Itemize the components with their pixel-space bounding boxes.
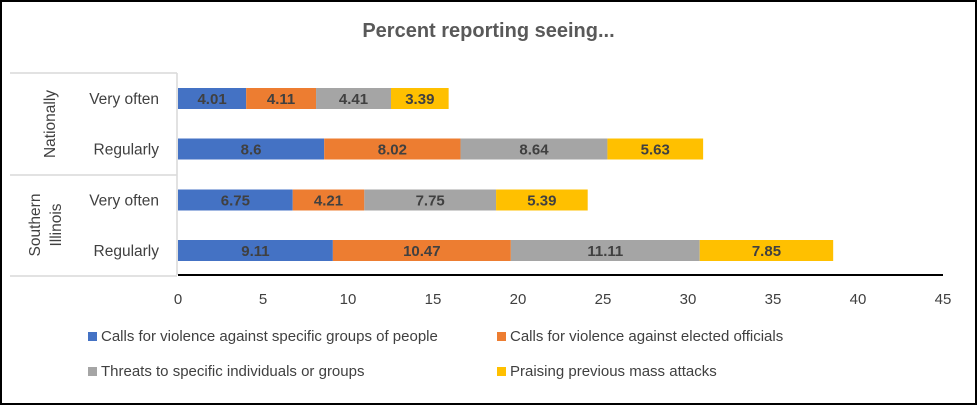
data-label: 8.6	[241, 142, 262, 159]
bar-segment	[699, 240, 834, 261]
x-tick-label: 20	[510, 291, 527, 308]
x-tick-label: 40	[850, 291, 867, 308]
bar-segment	[391, 88, 449, 109]
bar-segment	[178, 240, 333, 261]
data-label: 7.85	[752, 243, 781, 260]
bar-segment	[246, 88, 317, 109]
x-tick-label: 30	[680, 291, 697, 308]
data-label: 11.11	[587, 243, 623, 260]
bar-segment	[178, 138, 325, 160]
data-label: 4.41	[339, 91, 368, 108]
legend-label: Calls for violence against elected offic…	[510, 328, 783, 345]
group-label: Southern Illinois	[27, 194, 65, 257]
legend-swatch	[88, 332, 97, 341]
data-label: 4.11	[267, 91, 295, 108]
x-tick-label: 15	[425, 291, 442, 308]
bar-segment	[178, 88, 247, 109]
bar-segment	[510, 240, 700, 261]
category-label: Regularly	[94, 243, 160, 260]
bar-segment	[178, 189, 293, 211]
bar-segment	[316, 88, 392, 109]
data-label: 8.02	[378, 142, 407, 159]
data-label: 4.21	[314, 193, 343, 210]
legend-swatch	[497, 332, 506, 341]
x-tick-label: 10	[340, 291, 357, 308]
category-label: Very often	[89, 193, 159, 210]
legend-label: Threats to specific individuals or group…	[101, 363, 364, 380]
x-tick-label: 35	[765, 291, 782, 308]
group-label-line: Illinois	[48, 203, 65, 246]
bar-segment	[364, 189, 497, 211]
data-label: 3.39	[405, 91, 434, 108]
data-label: 5.39	[527, 193, 556, 210]
data-label: 6.75	[221, 193, 250, 210]
category-label: Regularly	[94, 142, 160, 159]
category-label: Very often	[89, 91, 159, 108]
data-label: 4.01	[197, 91, 226, 108]
group-label-line: Southern	[27, 194, 44, 257]
group-label: Nationally	[42, 90, 59, 158]
legend-swatch	[497, 367, 506, 376]
bar-segment	[324, 138, 461, 160]
x-tick-label: 45	[935, 291, 952, 308]
bar-segment	[292, 189, 365, 211]
data-label: 9.11	[241, 243, 269, 260]
legend-swatch	[88, 367, 97, 376]
data-label: 7.75	[416, 193, 445, 210]
legend-label: Calls for violence against specific grou…	[101, 328, 438, 345]
data-label: 5.63	[641, 142, 670, 159]
bar-segment	[607, 138, 704, 160]
legend-label: Praising previous mass attacks	[510, 363, 717, 380]
x-tick-label: 25	[595, 291, 612, 308]
x-tick-label: 5	[259, 291, 267, 308]
bar-segment	[496, 189, 588, 211]
bar-segment	[332, 240, 511, 261]
chart-title: Percent reporting seeing...	[362, 20, 615, 42]
data-label: 8.64	[519, 142, 549, 159]
data-label: 10.47	[403, 243, 441, 260]
bar-segment	[460, 138, 608, 160]
x-tick-label: 0	[174, 291, 182, 308]
